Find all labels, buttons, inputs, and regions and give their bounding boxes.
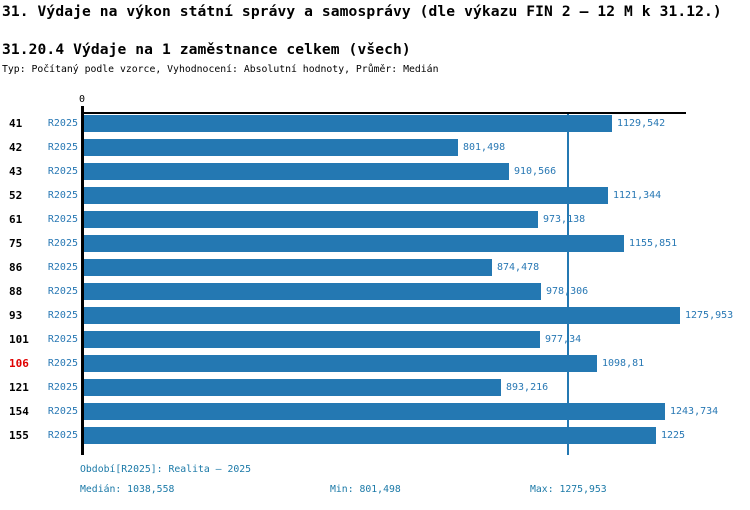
row-series-label: R2025 (47, 190, 78, 201)
chart-row: 155 R2025 1225 (0, 427, 750, 444)
row-category-label: 101 (9, 333, 29, 346)
value-bar (84, 139, 458, 156)
min-stat: Min: 801,498 (330, 484, 401, 495)
row-series-label: R2025 (47, 142, 78, 153)
row-series-label: R2025 (47, 262, 78, 273)
report-title: 31. Výdaje na výkon státní správy a samo… (2, 3, 722, 20)
period-legend: Období[R2025]: Realita – 2025 (80, 464, 252, 475)
x-axis-zero-tick-label: 0 (78, 94, 86, 105)
row-series-label: R2025 (47, 286, 78, 297)
row-series-label: R2025 (47, 118, 78, 129)
value-bar (84, 379, 501, 396)
row-category-label: 52 (9, 189, 23, 202)
row-series-label: R2025 (47, 166, 78, 177)
bar-value-label: 910,566 (514, 166, 557, 177)
row-category-label: 86 (9, 261, 23, 274)
value-bar (84, 163, 509, 180)
chart-row: 41 R2025 1129,542 (0, 115, 750, 132)
row-category-label: 88 (9, 285, 23, 298)
row-category-label: 93 (9, 309, 23, 322)
row-category-label-highlighted: 106 (9, 357, 29, 370)
bar-chart-rows: 41 R2025 1129,542 42 R2025 801,498 43 R2025 910,… (0, 115, 750, 455)
median-stat: Medián: 1038,558 (80, 484, 175, 495)
bar-value-label: 893,216 (506, 382, 549, 393)
row-series-label: R2025 (47, 334, 78, 345)
row-series-label: R2025 (47, 382, 78, 393)
chart-row: 101 R2025 977,34 (0, 331, 750, 348)
bar-value-label: 1155,851 (629, 238, 678, 249)
chart-row: 154 R2025 1243,734 (0, 403, 750, 420)
row-category-label: 42 (9, 141, 23, 154)
row-category-label: 154 (9, 405, 29, 418)
value-bar (84, 307, 680, 324)
bar-value-label: 801,498 (463, 142, 506, 153)
value-bar (84, 427, 656, 444)
row-series-label: R2025 (47, 310, 78, 321)
bar-value-label: 977,34 (545, 334, 582, 345)
row-category-label: 61 (9, 213, 23, 226)
value-bar (84, 211, 538, 228)
bar-value-label: 973,138 (543, 214, 586, 225)
row-series-label: R2025 (47, 214, 78, 225)
value-bar (84, 331, 540, 348)
max-stat: Max: 1275,953 (530, 484, 607, 495)
y-axis-line (81, 106, 84, 455)
row-category-label: 155 (9, 429, 29, 442)
chart-row: 43 R2025 910,566 (0, 163, 750, 180)
bar-value-label: 1275,953 (685, 310, 734, 321)
row-series-label: R2025 (47, 430, 78, 441)
row-category-label: 121 (9, 381, 29, 394)
x-axis-line (81, 112, 686, 114)
value-bar (84, 235, 624, 252)
bar-value-label: 1098,81 (602, 358, 645, 369)
chart-title: 31.20.4 Výdaje na 1 zaměstnance celkem (… (2, 41, 411, 58)
chart-row: 88 R2025 978,306 (0, 283, 750, 300)
row-category-label: 75 (9, 237, 23, 250)
bar-value-label: 1243,734 (670, 406, 719, 417)
chart-row: 75 R2025 1155,851 (0, 235, 750, 252)
chart-row: 42 R2025 801,498 (0, 139, 750, 156)
bar-value-label: 1225 (661, 430, 686, 441)
bar-value-label: 874,478 (497, 262, 540, 273)
value-bar (84, 259, 492, 276)
chart-row: 86 R2025 874,478 (0, 259, 750, 276)
row-series-label: R2025 (47, 358, 78, 369)
chart-row: 52 R2025 1121,344 (0, 187, 750, 204)
row-series-label: R2025 (47, 406, 78, 417)
row-category-label: 43 (9, 165, 23, 178)
value-bar (84, 187, 608, 204)
chart-row: 121 R2025 893,216 (0, 379, 750, 396)
chart-row: 93 R2025 1275,953 (0, 307, 750, 324)
bar-value-label: 978,306 (546, 286, 589, 297)
bar-value-label: 1121,344 (613, 190, 662, 201)
bar-value-label: 1129,542 (617, 118, 666, 129)
value-bar (84, 115, 612, 132)
median-reference-line (567, 114, 569, 455)
chart-row: 61 R2025 973,138 (0, 211, 750, 228)
value-bar (84, 283, 541, 300)
chart-meta-info: Typ: Počítaný podle vzorce, Vyhodnocení:… (2, 64, 439, 75)
value-bar (84, 403, 665, 420)
row-category-label: 41 (9, 117, 23, 130)
value-bar (84, 355, 597, 372)
chart-row: 106 R2025 1098,81 (0, 355, 750, 372)
row-series-label: R2025 (47, 238, 78, 249)
